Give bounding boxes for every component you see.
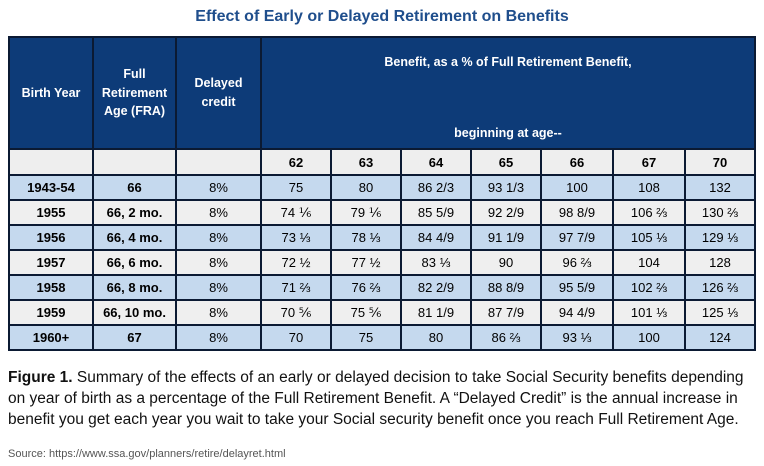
age-header-cell: 64 (400, 148, 472, 176)
birth-year-cell: 1955 (8, 199, 94, 226)
delayed-credit-cell: 8% (175, 224, 262, 251)
benefit-cell: 91 1/9 (470, 224, 542, 251)
benefit-cell: 85 5/9 (400, 199, 472, 226)
benefit-cell: 79 ⅙ (330, 199, 402, 226)
benefit-cell: 132 (684, 174, 756, 201)
benefit-cell: 80 (400, 324, 472, 351)
benefit-cell: 93 ⅓ (540, 324, 614, 351)
table-row: 1956 66, 4 mo. 8% 73 ⅓ 78 ⅓ 84 4/9 91 1/9 97 7/… (8, 224, 756, 251)
benefit-cell: 100 (540, 174, 614, 201)
table-row: 1957 66, 6 mo. 8% 72 ½ 77 ½ 83 ⅓ 90 96 ⅔ 104 128 (8, 249, 756, 276)
header-delayed-credit: Delayed credit (175, 36, 262, 150)
benefit-cell: 125 ⅓ (684, 299, 756, 326)
benefit-cell: 105 ⅓ (612, 224, 686, 251)
delayed-credit-cell: 8% (175, 249, 262, 276)
benefit-cell: 77 ½ (330, 249, 402, 276)
birth-year-cell: 1943-54 (8, 174, 94, 201)
benefit-cell: 129 ⅓ (684, 224, 756, 251)
benefit-cell: 128 (684, 249, 756, 276)
fra-cell: 66 (92, 174, 177, 201)
age-header-cell: 65 (470, 148, 542, 176)
benefit-cell: 126 ⅔ (684, 274, 756, 301)
benefit-cell: 84 4/9 (400, 224, 472, 251)
table-row: 1958 66, 8 mo. 8% 71 ⅔ 76 ⅔ 82 2/9 88 8/9 95 5/… (8, 274, 756, 301)
age-header-cell: 70 (684, 148, 756, 176)
birth-year-cell: 1958 (8, 274, 94, 301)
fra-cell: 66, 8 mo. (92, 274, 177, 301)
benefit-cell: 82 2/9 (400, 274, 472, 301)
source-note: Source: https://www.ssa.gov/planners/ret… (8, 448, 286, 460)
benefit-cell: 75 (260, 174, 332, 201)
header-birth-year: Birth Year (8, 36, 94, 150)
benefit-cell: 87 7/9 (470, 299, 542, 326)
birth-year-cell: 1960+ (8, 324, 94, 351)
fra-cell: 67 (92, 324, 177, 351)
benefit-cell: 101 ⅓ (612, 299, 686, 326)
delayed-credit-cell: 8% (175, 299, 262, 326)
header-benefit: Benefit, as a % of Full Retirement Benef… (260, 36, 756, 150)
benefit-cell: 102 ⅔ (612, 274, 686, 301)
benefit-cell: 83 ⅓ (400, 249, 472, 276)
benefit-cell: 80 (330, 174, 402, 201)
birth-year-cell: 1959 (8, 299, 94, 326)
benefit-cell: 72 ½ (260, 249, 332, 276)
benefit-cell: 124 (684, 324, 756, 351)
benefit-cell: 92 2/9 (470, 199, 542, 226)
benefit-cell: 94 4/9 (540, 299, 614, 326)
age-header-cell: 67 (612, 148, 686, 176)
age-header-row: 62 63 64 65 66 67 70 (8, 148, 756, 176)
benefit-cell: 75 (330, 324, 402, 351)
fra-cell: 66, 10 mo. (92, 299, 177, 326)
fra-cell: 66, 4 mo. (92, 224, 177, 251)
benefit-cell: 97 7/9 (540, 224, 614, 251)
benefit-cell: 95 5/9 (540, 274, 614, 301)
benefit-cell: 88 8/9 (470, 274, 542, 301)
benefit-cell: 76 ⅔ (330, 274, 402, 301)
benefit-cell: 106 ⅔ (612, 199, 686, 226)
header-benefit-line2: beginning at age-- (454, 126, 562, 141)
benefit-cell: 70 (260, 324, 332, 351)
retirement-benefits-table: Birth Year Full Retirement Age (FRA) Del… (8, 36, 756, 351)
page-title: Effect of Early or Delayed Retirement on… (195, 8, 569, 25)
benefit-cell: 93 1/3 (470, 174, 542, 201)
table-row: 1959 66, 10 mo. 8% 70 ⅚ 75 ⅚ 81 1/9 87 7/9 94 4… (8, 299, 756, 326)
delayed-credit-cell: 8% (175, 174, 262, 201)
benefit-cell: 81 1/9 (400, 299, 472, 326)
benefit-cell: 70 ⅚ (260, 299, 332, 326)
benefit-cell: 96 ⅔ (540, 249, 614, 276)
figure-caption: Figure 1. Summary of the effects of an e… (8, 367, 760, 430)
caption-text: Summary of the effects of an early or de… (8, 369, 744, 428)
header-benefit-line1: Benefit, as a % of Full Retirement Benef… (384, 55, 632, 69)
fra-cell: 66, 2 mo. (92, 199, 177, 226)
benefit-cell: 75 ⅚ (330, 299, 402, 326)
benefit-cell: 73 ⅓ (260, 224, 332, 251)
birth-year-cell: 1957 (8, 249, 94, 276)
benefit-cell: 86 ⅔ (470, 324, 542, 351)
benefit-cell: 90 (470, 249, 542, 276)
benefit-cell: 98 8/9 (540, 199, 614, 226)
header-fra: Full Retirement Age (FRA) (92, 36, 177, 150)
table-row: 1943-54 66 8% 75 80 86 2/3 93 1/3 100 108 132 (8, 174, 756, 201)
benefit-cell: 108 (612, 174, 686, 201)
benefit-cell: 86 2/3 (400, 174, 472, 201)
caption-label: Figure 1. (8, 369, 73, 386)
table-row: 1960+ 67 8% 70 75 80 86 ⅔ 93 ⅓ 100 124 (8, 324, 756, 351)
delayed-credit-cell: 8% (175, 274, 262, 301)
age-header-cell: 63 (330, 148, 402, 176)
age-header-cell: 66 (540, 148, 614, 176)
benefit-cell: 130 ⅔ (684, 199, 756, 226)
benefit-cell: 74 ⅙ (260, 199, 332, 226)
benefit-cell: 71 ⅔ (260, 274, 332, 301)
benefit-cell: 104 (612, 249, 686, 276)
birth-year-cell: 1956 (8, 224, 94, 251)
table-row: 1955 66, 2 mo. 8% 74 ⅙ 79 ⅙ 85 5/9 92 2/9 98 8/… (8, 199, 756, 226)
fra-cell: 66, 6 mo. (92, 249, 177, 276)
benefit-cell: 78 ⅓ (330, 224, 402, 251)
delayed-credit-cell: 8% (175, 199, 262, 226)
age-header-cell: 62 (260, 148, 332, 176)
benefit-cell: 100 (612, 324, 686, 351)
delayed-credit-cell: 8% (175, 324, 262, 351)
